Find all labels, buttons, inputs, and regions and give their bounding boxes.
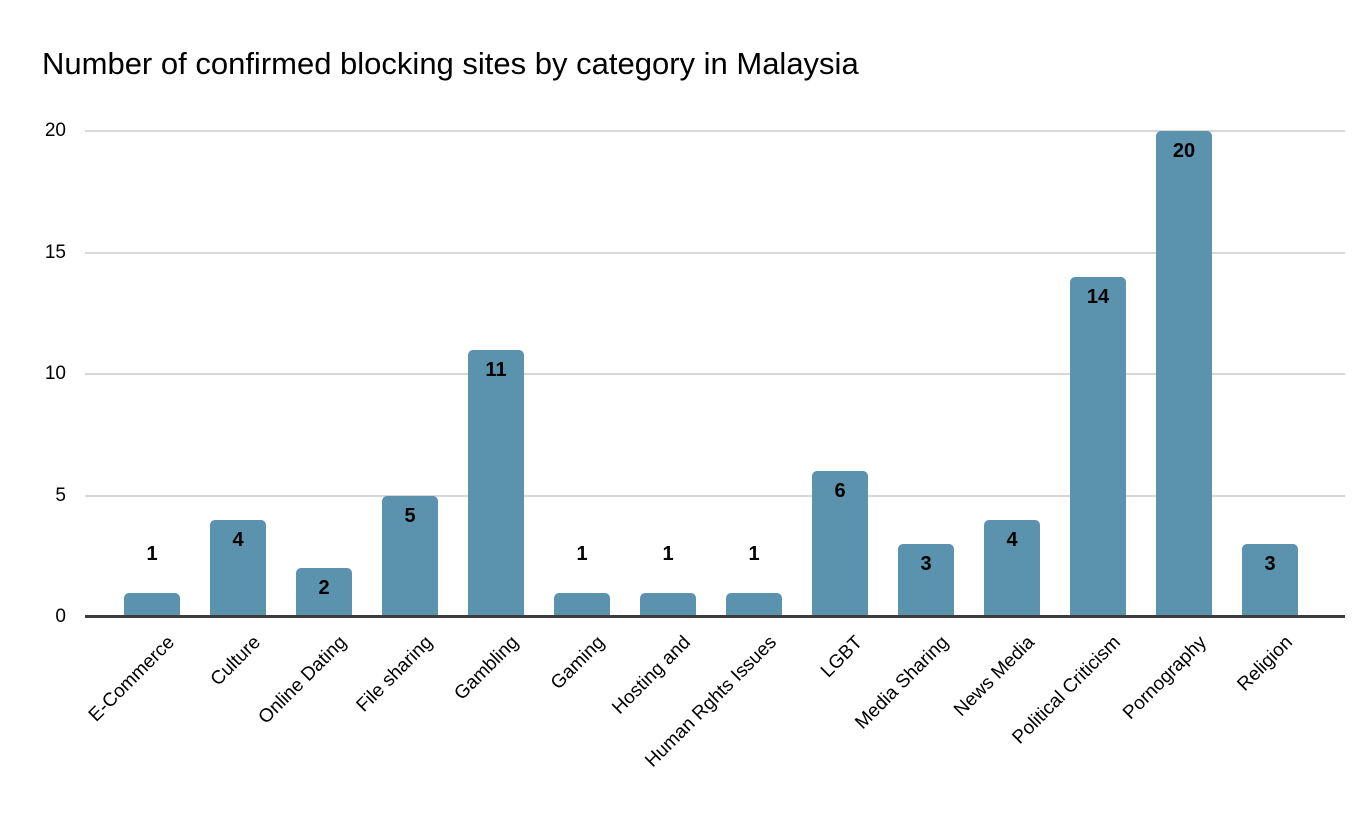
bar (726, 592, 782, 617)
bar-value-label: 1 (576, 542, 588, 565)
bar-value-label: 3 (920, 553, 932, 576)
bar (554, 592, 610, 617)
x-axis-category-label: Human Rghts Issues (641, 632, 781, 772)
x-axis-line (85, 615, 1345, 618)
bar-value-label: 5 (404, 504, 416, 527)
gridline (85, 494, 1345, 497)
bar-value-label: 1 (662, 542, 674, 565)
bar (898, 544, 954, 617)
x-axis-category-label: Gambling (450, 632, 523, 705)
bar (210, 519, 266, 617)
bar (124, 592, 180, 617)
bar-value-label: 14 (1086, 285, 1110, 308)
bar (1242, 544, 1298, 617)
bar-value-label: 20 (1172, 140, 1196, 162)
bar (1070, 276, 1126, 617)
x-axis-category-label: Gaming (546, 632, 609, 694)
bar-value-label: 1 (748, 542, 760, 565)
y-axis-tick-label: 10 (44, 363, 66, 384)
x-axis-category-label: News Media (950, 632, 1039, 721)
bar (640, 592, 696, 617)
y-axis-tick-label: 0 (55, 606, 66, 627)
gridline (85, 251, 1345, 254)
plot-area: 1 4 2 5 11 1 1 1 6 3 4 14 20 3 (85, 130, 1345, 618)
x-axis-category-label: Online Dating (254, 632, 351, 729)
x-axis-category-label: Media Sharing (851, 632, 953, 734)
bar-value-label: 4 (1006, 528, 1018, 551)
bar (296, 568, 352, 617)
bar-value-label: 4 (232, 528, 244, 551)
x-axis-category-label: E-Commerce (84, 632, 179, 726)
bar-value-label: 11 (485, 358, 507, 381)
y-axis-tick-label: 20 (44, 120, 66, 141)
bar-value-label: 2 (318, 577, 330, 600)
y-axis-tick-label: 15 (44, 241, 66, 263)
x-axis-category-label: Political Criticism (1008, 632, 1125, 749)
bar-value-label: 6 (834, 480, 846, 503)
bar-value-label: 1 (146, 542, 158, 565)
bar (812, 471, 868, 617)
bar-value-label: 3 (1264, 553, 1276, 576)
gridline (85, 130, 1345, 132)
chart-title: Number of confirmed blocking sites by ca… (42, 46, 859, 81)
y-axis-tick-label: 5 (55, 484, 66, 506)
x-axis-category-label: LGBT (816, 632, 867, 682)
bar (468, 349, 524, 617)
bar (382, 495, 438, 617)
x-axis-category-label: Culture (206, 632, 265, 691)
bar (984, 519, 1040, 617)
x-axis-category-label: Hosting and (608, 632, 695, 719)
gridline (85, 373, 1345, 375)
bar (1156, 131, 1212, 617)
x-axis-category-label: File sharing (352, 632, 437, 717)
x-axis-category-label: Religion (1233, 632, 1297, 696)
x-axis-category-label: Pornography (1119, 632, 1211, 724)
